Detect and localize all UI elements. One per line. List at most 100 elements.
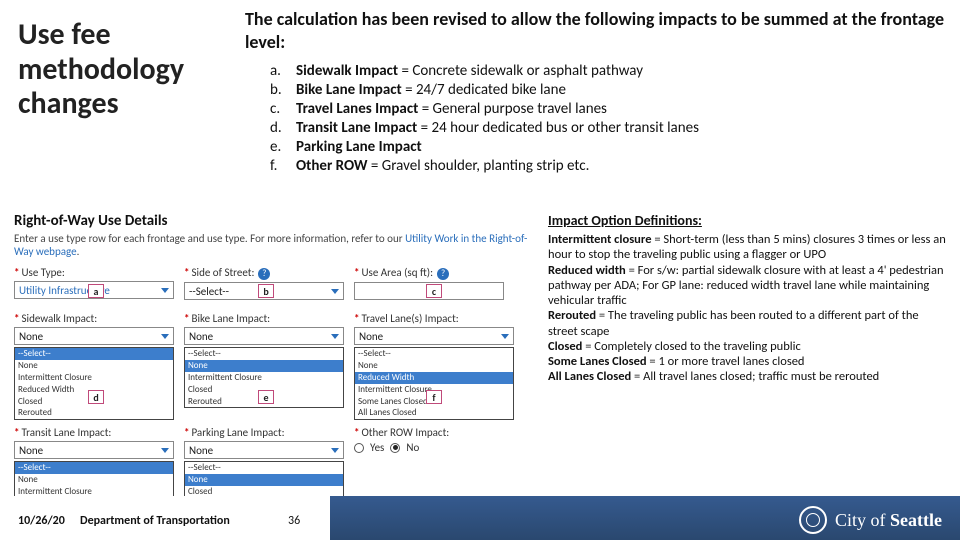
footer-department: Department of Transportation	[80, 514, 230, 528]
field-bike-impact: *Bike Lane Impact: None --Select-- None …	[184, 312, 344, 420]
def-term: Intermittent closure	[548, 232, 654, 247]
parking-value: None	[189, 444, 213, 457]
chevron-down-icon	[331, 334, 339, 339]
dropdown-option[interactable]: --Select--	[185, 348, 343, 360]
help-icon[interactable]: ?	[437, 268, 449, 280]
impact-item: b.Bike Lane Impact = 24/7 dedicated bike…	[270, 81, 940, 99]
dropdown-option[interactable]: None	[15, 360, 173, 372]
impact-label: Transit Lane Impact	[296, 119, 421, 137]
other-yes-radio[interactable]	[354, 443, 364, 453]
field-sidewalk-impact: *Sidewalk Impact: None --Select-- None I…	[14, 312, 174, 420]
dropdown-option[interactable]: Intermittent Closure	[185, 372, 343, 384]
list-marker: b.	[270, 81, 296, 99]
row-use-details-panel: Right-of-Way Use Details Enter a use typ…	[14, 212, 534, 472]
dropdown-option[interactable]: None	[355, 360, 513, 372]
impact-item: f.Other ROW = Gravel shoulder, planting …	[270, 157, 940, 175]
dropdown-option[interactable]: Reduced Width	[355, 372, 513, 384]
impact-item: c.Travel Lanes Impact = General purpose …	[270, 100, 940, 118]
def-text: = The traveling public has been routed t…	[548, 308, 919, 338]
footer-page-number: 36	[288, 514, 300, 528]
dropdown-option[interactable]: None	[185, 474, 343, 486]
city-pre: City of	[835, 510, 890, 530]
help-icon[interactable]: ?	[258, 268, 270, 280]
impact-option-definitions: Impact Option Definitions: Intermittent …	[548, 212, 948, 385]
yes-label: Yes	[370, 441, 384, 454]
slide-title: Use fee methodology changes	[18, 18, 238, 122]
impact-item: d.Transit Lane Impact = 24 hour dedicate…	[270, 119, 940, 137]
other-label: Other ROW Impact:	[361, 426, 449, 439]
impact-label: Travel Lanes Impact	[296, 100, 422, 118]
definition-item: Closed = Completely closed to the travel…	[548, 339, 948, 354]
parking-dropdown[interactable]: --Select-- None Closed	[184, 461, 344, 499]
side-value: --Select--	[189, 285, 229, 298]
seal-icon	[799, 506, 827, 534]
chevron-down-icon	[161, 288, 169, 293]
dropdown-option[interactable]: None	[185, 360, 343, 372]
def-term: Rerouted	[548, 308, 599, 323]
tag-c: c	[426, 284, 442, 298]
no-label: No	[406, 441, 419, 454]
parking-label: Parking Lane Impact:	[191, 426, 284, 439]
transit-value: None	[19, 444, 43, 457]
list-marker: c.	[270, 100, 296, 118]
city-bold: Seattle	[890, 510, 942, 530]
other-no-radio[interactable]	[390, 443, 400, 453]
dropdown-option[interactable]: Rerouted	[15, 407, 173, 419]
sidewalk-label: Sidewalk Impact:	[21, 312, 97, 325]
definition-item: All Lanes Closed = All travel lanes clos…	[548, 369, 948, 384]
side-label: Side of Street:	[191, 266, 254, 279]
panel-subtitle: Enter a use type row for each frontage a…	[14, 232, 534, 258]
panel-sub-post: .	[77, 245, 80, 258]
impact-desc: = Gravel shoulder, planting strip etc.	[371, 157, 589, 175]
def-term: All Lanes Closed	[548, 369, 634, 384]
tag-f: f	[426, 390, 442, 404]
sidewalk-select[interactable]: None	[14, 327, 174, 345]
definition-item: Rerouted = The traveling public has been…	[548, 308, 948, 339]
parking-select[interactable]: None	[184, 441, 344, 459]
transit-label: Transit Lane Impact:	[21, 426, 111, 439]
dropdown-option[interactable]: --Select--	[355, 348, 513, 360]
travel-value: None	[359, 330, 383, 343]
tag-e: e	[258, 390, 274, 404]
impact-list: a.Sidewalk Impact = Concrete sidewalk or…	[270, 62, 940, 176]
tag-d: d	[88, 390, 104, 404]
chevron-down-icon	[161, 334, 169, 339]
travel-select[interactable]: None	[354, 327, 514, 345]
defs-heading: Impact Option Definitions:	[548, 212, 948, 229]
bike-label: Bike Lane Impact:	[191, 312, 270, 325]
list-marker: e.	[270, 138, 296, 156]
impact-desc: = Concrete sidewalk or asphalt pathway	[402, 62, 643, 80]
travel-dropdown[interactable]: --Select-- None Reduced Width Intermitte…	[354, 347, 514, 420]
dropdown-option[interactable]: --Select--	[15, 462, 173, 474]
area-label: Use Area (sq ft):	[361, 266, 433, 279]
panel-sub-pre: Enter a use type row for each frontage a…	[14, 232, 405, 245]
definition-item: Intermittent closure = Short-term (less …	[548, 232, 948, 263]
dropdown-option[interactable]: All Lanes Closed	[355, 407, 513, 419]
impact-item: a.Sidewalk Impact = Concrete sidewalk or…	[270, 62, 940, 80]
dropdown-option[interactable]: Intermittent Closure	[15, 372, 173, 384]
panel-title: Right-of-Way Use Details	[14, 212, 534, 230]
definition-item: Reduced width = For s/w: partial sidewal…	[548, 263, 948, 309]
sidewalk-value: None	[19, 330, 43, 343]
dropdown-option[interactable]: --Select--	[15, 348, 173, 360]
slide: Use fee methodology changes The calculat…	[0, 0, 960, 540]
city-of-seattle-logo: City of Seattle	[799, 506, 942, 534]
def-text: = Completely closed to the traveling pub…	[585, 339, 801, 354]
intro-text: The calculation has been revised to allo…	[245, 8, 945, 53]
bike-select[interactable]: None	[184, 327, 344, 345]
dropdown-option[interactable]: --Select--	[185, 462, 343, 474]
impact-label: Parking Lane Impact	[296, 138, 422, 156]
chevron-down-icon	[501, 334, 509, 339]
chevron-down-icon	[331, 448, 339, 453]
list-marker: a.	[270, 62, 296, 80]
dropdown-option[interactable]: None	[15, 474, 173, 486]
def-term: Closed	[548, 339, 585, 354]
footer-date: 10/26/20	[18, 514, 65, 528]
def-text: = 1 or more travel lanes closed	[649, 354, 804, 369]
sidewalk-dropdown[interactable]: --Select-- None Intermittent Closure Red…	[14, 347, 174, 420]
list-marker: f.	[270, 157, 296, 175]
tag-a: a	[88, 284, 104, 298]
def-term: Some Lanes Closed	[548, 354, 649, 369]
list-marker: d.	[270, 119, 296, 137]
transit-select[interactable]: None	[14, 441, 174, 459]
